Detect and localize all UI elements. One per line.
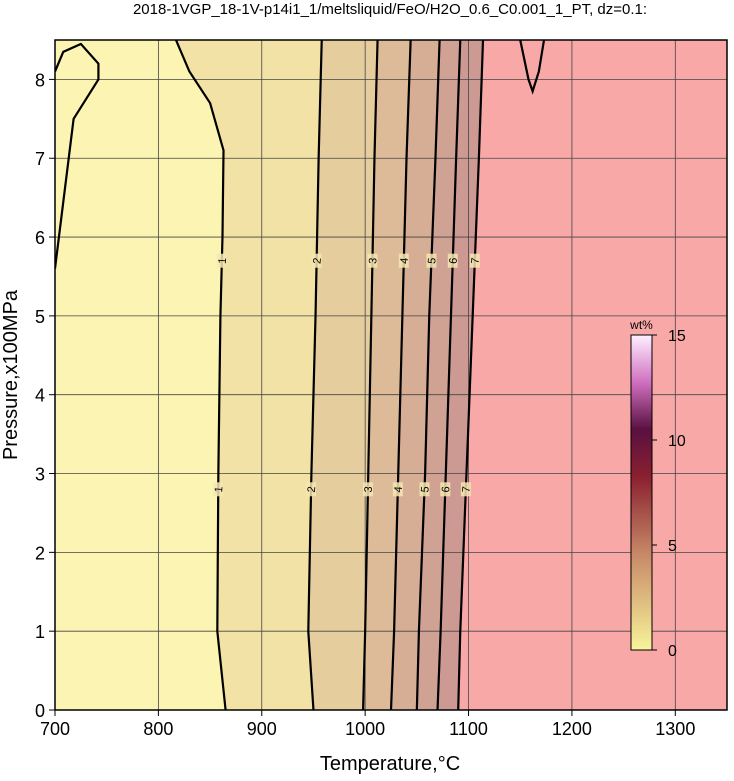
contour-label: 1 bbox=[213, 486, 225, 493]
y-tick-label: 5 bbox=[35, 307, 45, 327]
contour-label: 3 bbox=[363, 486, 375, 493]
contour-line bbox=[519, 40, 546, 95]
contour-line bbox=[457, 40, 485, 710]
contour-label: 7 bbox=[470, 257, 482, 264]
contour-band bbox=[437, 40, 484, 710]
contour-label: 3 bbox=[367, 257, 379, 264]
x-tick-label: 1100 bbox=[449, 719, 488, 739]
contour-label: 1 bbox=[217, 257, 229, 264]
contour-label-bg bbox=[440, 482, 451, 497]
y-tick-label: 4 bbox=[35, 386, 45, 406]
x-tick-label: 800 bbox=[143, 719, 173, 739]
contour-line bbox=[307, 40, 323, 710]
contour-line bbox=[415, 40, 441, 710]
contour-band bbox=[175, 40, 322, 710]
x-tick-label: 900 bbox=[247, 719, 277, 739]
contour-line bbox=[361, 40, 379, 710]
contour-line bbox=[436, 40, 462, 710]
contour-band bbox=[458, 40, 727, 710]
contour-label-bg bbox=[426, 253, 437, 268]
colorbar-tick-label: 0 bbox=[668, 643, 677, 660]
contour-label-bg bbox=[460, 482, 471, 497]
chart-title: 2018-1VGP_18-1V-p14i1_1/meltsliquid/FeO/… bbox=[133, 1, 647, 18]
contour-band bbox=[391, 40, 440, 710]
contour-label-bg bbox=[362, 482, 373, 497]
colorbar-label: wt% bbox=[629, 318, 653, 332]
colorbar bbox=[630, 334, 653, 651]
x-tick-label: 1300 bbox=[655, 719, 695, 739]
y-tick-label: 7 bbox=[35, 149, 45, 169]
contour-label: 4 bbox=[393, 486, 405, 493]
contour-band bbox=[363, 40, 411, 710]
x-tick-label: 1200 bbox=[552, 719, 592, 739]
x-tick-label: 1000 bbox=[345, 719, 385, 739]
y-axis-label: Pressure,x100MPa bbox=[0, 289, 22, 460]
contour-label-bg bbox=[216, 253, 227, 268]
contour-label: 5 bbox=[426, 257, 438, 264]
contour-line bbox=[55, 42, 100, 269]
x-tick-label: 700 bbox=[40, 719, 70, 739]
colorbar-tick-label: 15 bbox=[668, 328, 686, 345]
colorbar-tick-label: 5 bbox=[668, 538, 677, 555]
contour-label: 6 bbox=[440, 486, 452, 493]
contour-line bbox=[389, 40, 412, 710]
contour-label-bg bbox=[213, 482, 224, 497]
contour-label: 6 bbox=[448, 257, 460, 264]
contour-label-bg bbox=[367, 253, 378, 268]
contour-label: 5 bbox=[419, 486, 431, 493]
y-tick-label: 3 bbox=[35, 465, 45, 485]
plot-frame bbox=[54, 39, 728, 711]
colorbar-tick-label: 10 bbox=[668, 433, 686, 450]
y-tick-label: 1 bbox=[35, 622, 45, 642]
y-tick-label: 2 bbox=[35, 543, 45, 563]
contour-label-bg bbox=[392, 482, 403, 497]
contour-label: 2 bbox=[306, 486, 318, 493]
contour-label-bg bbox=[311, 253, 322, 268]
contour-label-bg bbox=[469, 253, 480, 268]
contour-band bbox=[308, 40, 378, 710]
contour-band bbox=[416, 40, 461, 710]
y-tick-label: 8 bbox=[35, 70, 45, 90]
y-tick-label: 6 bbox=[35, 228, 45, 248]
contour-band bbox=[55, 40, 226, 710]
contour-label: 7 bbox=[461, 486, 473, 493]
contour-label-bg bbox=[447, 253, 458, 268]
x-axis-label: Temperature,°C bbox=[320, 753, 460, 775]
contour-label: 2 bbox=[311, 257, 323, 264]
y-tick-label: 0 bbox=[35, 701, 45, 721]
contour-label-bg bbox=[306, 482, 317, 497]
contour-label-bg bbox=[419, 482, 430, 497]
contour-label: 4 bbox=[399, 257, 411, 264]
contour-label-bg bbox=[398, 253, 409, 268]
contour-line bbox=[174, 40, 227, 710]
